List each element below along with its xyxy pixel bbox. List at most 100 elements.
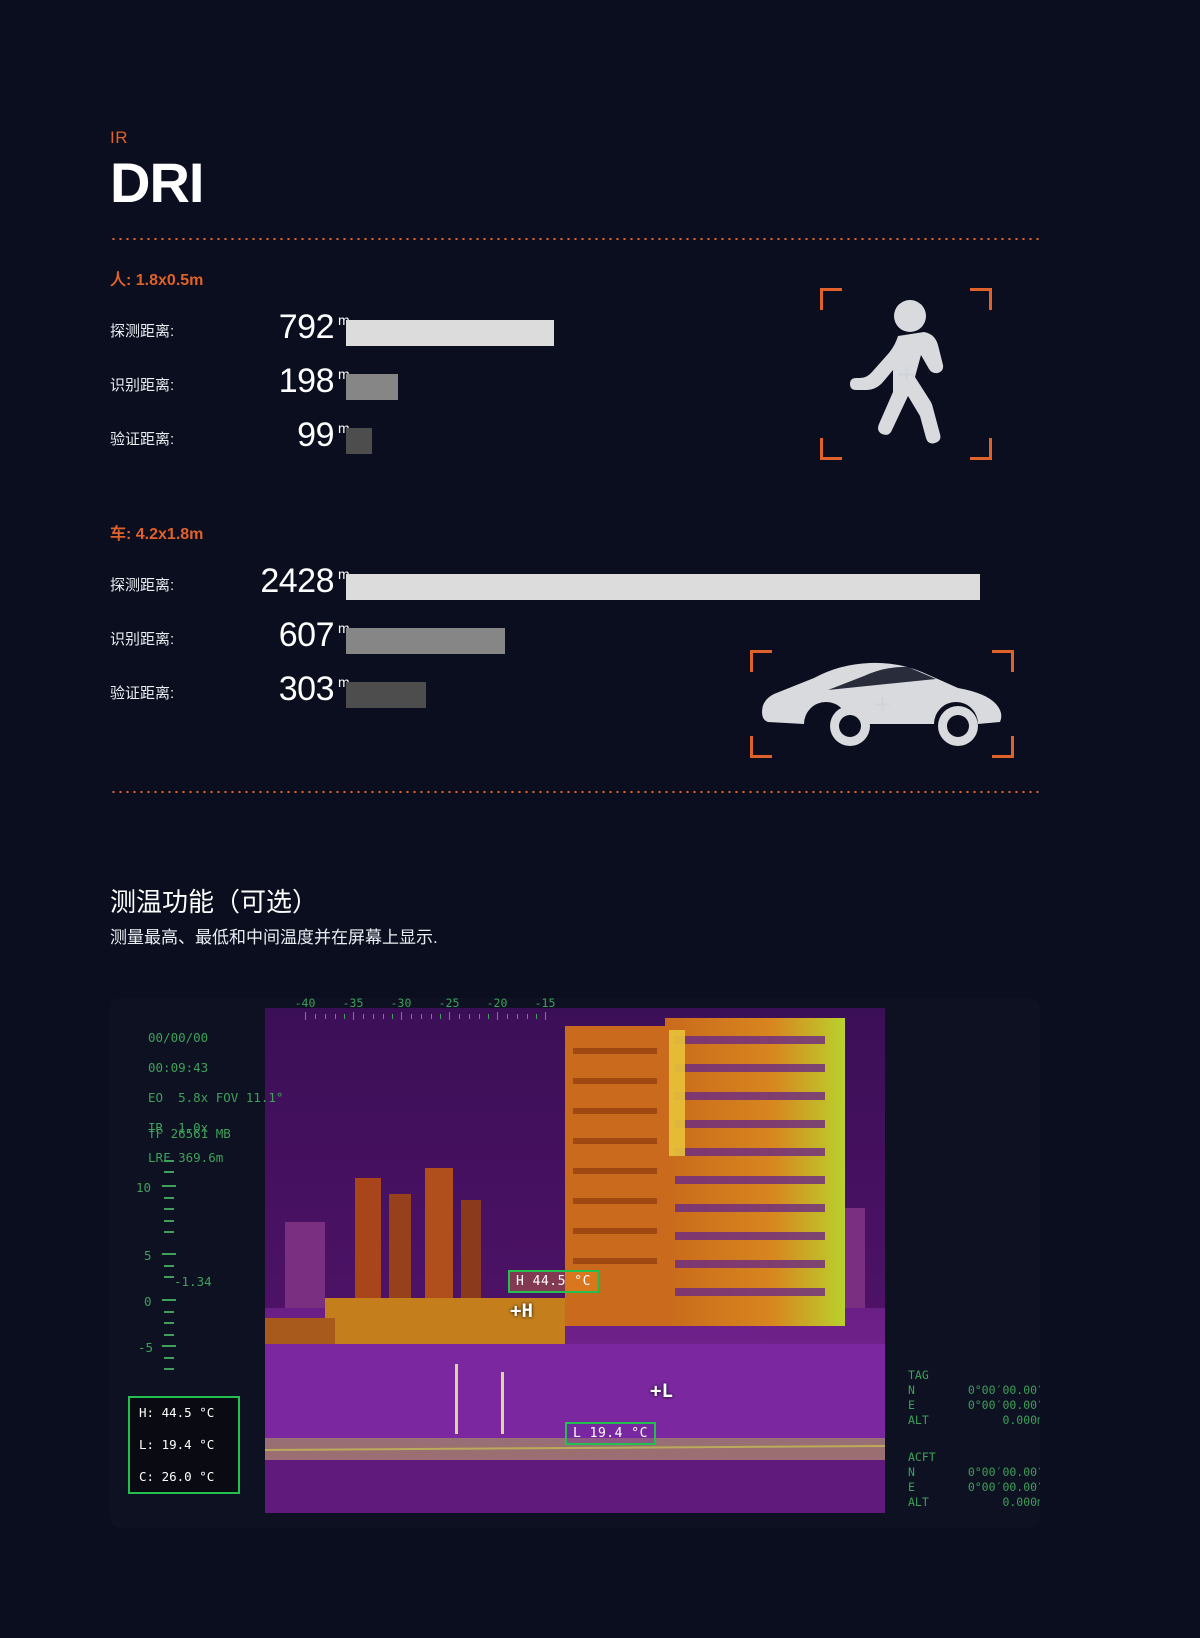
- bracket-corner: [820, 288, 842, 310]
- center-crosshair-icon: [898, 366, 914, 382]
- readout-center: C: 26.0 °C: [139, 1469, 215, 1484]
- row-bar: [346, 374, 398, 400]
- walking-person-icon: [820, 288, 992, 460]
- tag-coordinates-block: TAG N 0°00′00.00″ E 0°00′00.00″ ALT 0.00…: [908, 1368, 1040, 1428]
- row-unit: m: [338, 674, 350, 690]
- bracket-corner: [992, 736, 1014, 758]
- acft-key: ALT: [908, 1495, 929, 1509]
- bracket-corner: [750, 650, 772, 672]
- acft-row: E 0°00′00.00″: [908, 1480, 1040, 1495]
- ruler-label: -25: [438, 998, 460, 1010]
- center-crosshair-icon: [874, 696, 890, 712]
- ruler-label: -30: [390, 998, 412, 1010]
- thermal-image: [265, 1008, 885, 1513]
- acft-value: 0.000m: [1002, 1495, 1040, 1509]
- acft-key: N: [908, 1465, 915, 1479]
- tag-title: TAG: [908, 1368, 929, 1382]
- temperature-color-ruler: -40 -35 -30 -25 -20 -15: [265, 998, 885, 1022]
- row-unit: m: [338, 620, 350, 636]
- thermal-scene-graphic: [265, 1008, 885, 1513]
- acft-value: 0°00′00.00″: [967, 1480, 1040, 1494]
- low-temp-marker-label: L 19.4 °C: [565, 1422, 656, 1445]
- row-label: 验证距离:: [110, 431, 175, 448]
- altitude-scale: 10 5 0 -5 -1.34: [132, 1154, 218, 1384]
- dri-row: 验证距离: 99 m: [110, 414, 1050, 468]
- tag-value: 0°00′00.00″: [967, 1383, 1040, 1397]
- group-title-car: 车: 4.2x1.8m: [110, 526, 204, 543]
- acft-key: E: [908, 1480, 915, 1494]
- tag-key: N: [908, 1383, 915, 1397]
- ruler-label: -35: [342, 998, 364, 1010]
- dri-row: 探测距离: 792 m: [110, 306, 1050, 360]
- row-bar: [346, 574, 980, 600]
- osd-ir: IR 1.0x: [148, 1120, 209, 1135]
- tag-row: N 0°00′00.00″: [908, 1383, 1040, 1398]
- high-temp-crosshair-icon: +H: [510, 1300, 533, 1322]
- dri-group-car: 车: 4.2x1.8m 探测距离: 2428 m 识别距离: 607 m 验证距…: [110, 520, 1050, 722]
- acft-value: 0°00′00.00″: [967, 1465, 1040, 1479]
- row-value: 198: [278, 362, 335, 400]
- osd-storage: TF 26561 MB: [148, 1126, 231, 1141]
- row-value: 607: [278, 616, 335, 654]
- page-title: DRI: [110, 151, 204, 214]
- header-eyebrow: IR: [110, 128, 128, 147]
- temperature-readout-box: H: 44.5 °C L: 19.4 °C C: 26.0 °C: [128, 1396, 240, 1494]
- row-bar: [346, 628, 505, 654]
- row-bar: [346, 682, 426, 708]
- car-glyph: [762, 662, 1002, 746]
- car-icon: [750, 650, 1014, 758]
- dri-row: 验证距离: 303 m: [110, 668, 1050, 722]
- acft-row: N 0°00′00.00″: [908, 1465, 1040, 1480]
- osd-time: 00:09:43: [148, 1060, 209, 1075]
- divider-top: [110, 238, 1040, 240]
- ruler-label: -40: [294, 998, 316, 1010]
- row-value: 2428: [260, 562, 334, 600]
- readout-high: H: 44.5 °C: [139, 1405, 215, 1420]
- osd-status-block: 00/00/00 00:09:43 EO 5.8x FOV 11.1° IR 1…: [148, 1030, 283, 1165]
- dri-row: 识别距离: 607 m: [110, 614, 1050, 668]
- dri-row: 探测距离: 2428 m: [110, 560, 1050, 614]
- row-label: 探测距离:: [110, 577, 175, 594]
- row-unit: m: [338, 366, 350, 382]
- bracket-corner: [820, 438, 842, 460]
- ruler-label: -20: [486, 998, 508, 1010]
- row-label: 识别距离:: [110, 631, 175, 648]
- bracket-corner: [970, 438, 992, 460]
- row-unit: m: [338, 566, 350, 582]
- scale-tick-label: 0: [144, 1294, 152, 1309]
- divider-bottom: [110, 791, 1040, 793]
- dri-group-person: 人: 1.8x0.5m 探测距离: 792 m 识别距离: 198 m 验证距离…: [110, 266, 1050, 468]
- readout-low: L: 19.4 °C: [139, 1437, 215, 1452]
- row-bar: [346, 320, 554, 346]
- tag-key: ALT: [908, 1413, 929, 1427]
- tag-value: 0.000m: [1002, 1413, 1040, 1427]
- row-unit: m: [338, 312, 350, 328]
- acft-title: ACFT: [908, 1450, 936, 1464]
- row-label: 验证距离:: [110, 685, 175, 702]
- acft-row: ALT 0.000m: [908, 1495, 1040, 1510]
- section-subtitle: 测量最高、最低和中间温度并在屏幕上显示.: [110, 928, 438, 947]
- bracket-corner: [750, 736, 772, 758]
- row-value: 792: [278, 308, 335, 346]
- ruler-label: -15: [534, 998, 556, 1010]
- thermal-viewer: -40 -35 -30 -25 -20 -15: [110, 998, 1040, 1528]
- tag-value: 0°00′00.00″: [967, 1398, 1040, 1412]
- osd-eo: EO 5.8x FOV 11.1°: [148, 1090, 284, 1105]
- row-bar: [346, 428, 372, 454]
- tag-key: E: [908, 1398, 915, 1412]
- bracket-corner: [970, 288, 992, 310]
- high-temp-marker-label: H 44.5 °C: [508, 1270, 599, 1293]
- bracket-corner: [992, 650, 1014, 672]
- person-glyph: [850, 300, 944, 444]
- row-unit: m: [338, 420, 350, 436]
- scale-tick-label: -5: [138, 1340, 154, 1355]
- acft-coordinates-block: ACFT N 0°00′00.00″ E 0°00′00.00″ ALT 0.0…: [908, 1450, 1040, 1510]
- scale-tick-label: 5: [144, 1248, 152, 1263]
- row-value: 99: [297, 416, 334, 454]
- dri-row: 识别距离: 198 m: [110, 360, 1050, 414]
- row-label: 识别距离:: [110, 377, 175, 394]
- tag-row: ALT 0.000m: [908, 1413, 1040, 1428]
- tag-row: E 0°00′00.00″: [908, 1398, 1040, 1413]
- dri-header: IR DRI: [110, 128, 204, 214]
- row-label: 探测距离:: [110, 323, 175, 340]
